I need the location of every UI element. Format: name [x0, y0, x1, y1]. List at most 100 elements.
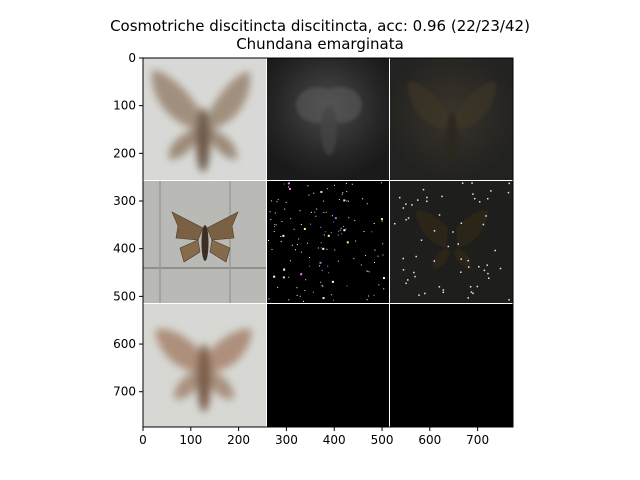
- speckle: [341, 233, 343, 235]
- speckle: [288, 186, 290, 188]
- speckle: [314, 211, 316, 213]
- speckle: [415, 255, 417, 258]
- speckle: [413, 271, 415, 274]
- speckle: [422, 188, 425, 191]
- x-tick-label: 600: [418, 433, 441, 447]
- speckle: [312, 291, 314, 293]
- speckle: [373, 261, 375, 263]
- x-axis: 0 100 200 300 400 500 600 700: [139, 427, 489, 447]
- speckle: [346, 285, 348, 287]
- speckle: [331, 280, 334, 283]
- speckle: [293, 228, 295, 230]
- speckle: [296, 287, 298, 289]
- speckle: [300, 223, 302, 225]
- speckle: [343, 199, 346, 202]
- speckle: [287, 182, 290, 185]
- speckle: [291, 244, 293, 246]
- speckle: [323, 211, 325, 213]
- panel-saliency-dark-2: [390, 58, 513, 180]
- speckle: [300, 251, 302, 253]
- y-tick-label: 300: [113, 194, 136, 208]
- panel-black-1: [267, 304, 389, 427]
- speckle: [374, 249, 376, 251]
- panel-moth-average-top: [143, 58, 266, 180]
- speckle: [337, 234, 339, 236]
- speckle: [294, 249, 296, 251]
- speckle: [508, 182, 510, 185]
- speckle: [382, 254, 384, 256]
- speckle: [341, 193, 343, 195]
- speckle: [398, 196, 401, 199]
- speckle: [330, 232, 332, 234]
- speckle: [277, 199, 279, 201]
- figure-title-line2: Chundana emarginata: [236, 35, 404, 53]
- speckle: [407, 279, 409, 281]
- speckle: [282, 276, 285, 279]
- speckle: [325, 211, 327, 213]
- speckle: [442, 291, 445, 294]
- speckle: [283, 183, 285, 185]
- panel-saliency-dark-1: [267, 58, 389, 180]
- speckle: [347, 200, 349, 202]
- speckle: [269, 211, 271, 213]
- speckle: [405, 203, 407, 205]
- speckle: [322, 285, 324, 287]
- speckle: [338, 199, 340, 201]
- speckle: [487, 277, 490, 279]
- speckle: [442, 289, 445, 291]
- speckle: [320, 190, 323, 193]
- y-tick-label: 0: [128, 51, 136, 65]
- y-tick-label: 600: [113, 337, 136, 351]
- speckle: [438, 214, 441, 216]
- speckle: [461, 182, 464, 184]
- speckle: [487, 272, 489, 275]
- speckle: [284, 208, 286, 210]
- speckle: [328, 272, 330, 274]
- speckle: [353, 258, 355, 260]
- speckle: [378, 284, 380, 286]
- speckle: [270, 200, 272, 202]
- speckle: [296, 244, 298, 246]
- x-tick-label: 0: [139, 433, 147, 447]
- speckle: [288, 187, 291, 190]
- speckle: [362, 198, 364, 200]
- speckle: [473, 197, 476, 200]
- speckle: [285, 201, 287, 203]
- speckle: [305, 279, 307, 281]
- speckle: [366, 299, 368, 301]
- speckle: [467, 259, 469, 262]
- speckle: [327, 234, 330, 237]
- speckle: [381, 182, 383, 184]
- speckle: [309, 265, 311, 267]
- speckle: [407, 217, 410, 219]
- speckle: [418, 294, 420, 296]
- speckle: [319, 265, 321, 267]
- speckle: [288, 276, 290, 278]
- speckle: [274, 212, 276, 214]
- speckle: [405, 218, 407, 221]
- speckle: [494, 249, 496, 252]
- speckle: [351, 183, 353, 185]
- speckle: [321, 284, 323, 286]
- speckle: [447, 245, 450, 248]
- speckle: [332, 299, 334, 301]
- speckle: [411, 204, 413, 206]
- speckle: [310, 211, 312, 213]
- speckle: [313, 192, 315, 194]
- speckle: [327, 265, 329, 267]
- speckle: [366, 203, 368, 205]
- y-axis: 0 100 200 300 400 500 600 700: [113, 51, 143, 399]
- speckle: [364, 255, 366, 257]
- speckle: [469, 286, 472, 288]
- speckle: [472, 292, 474, 295]
- speckle: [402, 207, 405, 209]
- speckle: [457, 243, 459, 245]
- speckle: [346, 241, 349, 244]
- speckle: [320, 226, 322, 228]
- speckle: [471, 182, 473, 184]
- speckle: [299, 295, 301, 297]
- speckle: [334, 249, 336, 251]
- speckle: [280, 235, 282, 237]
- speckle: [402, 257, 405, 260]
- speckle: [323, 234, 325, 236]
